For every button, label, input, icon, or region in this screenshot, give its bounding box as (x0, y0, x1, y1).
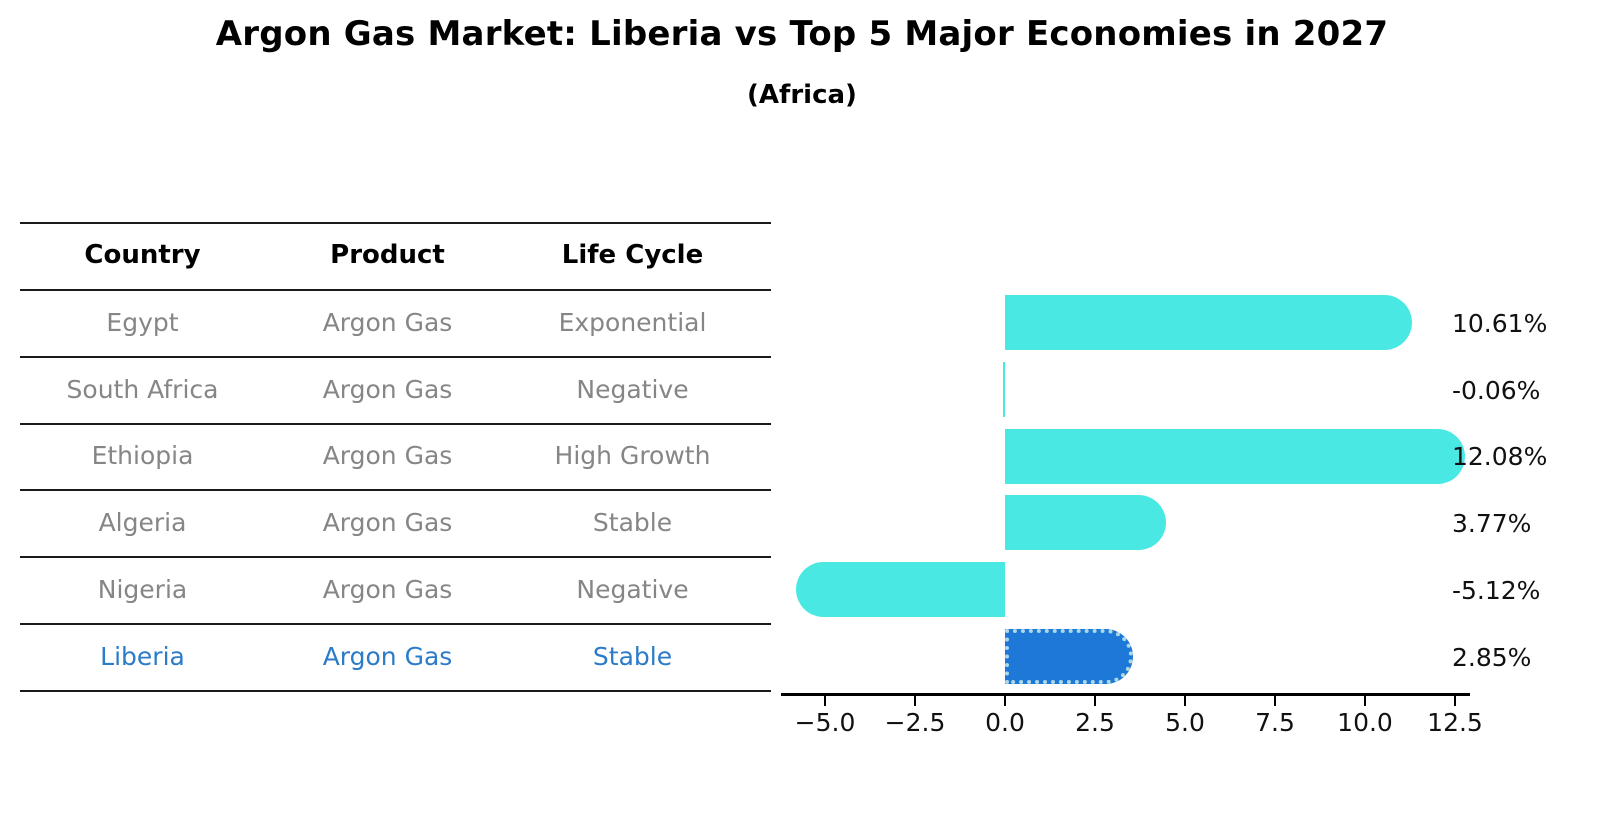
table-rule (20, 556, 771, 558)
x-axis-tick (1274, 695, 1276, 706)
x-axis-tick-label: 5.0 (1165, 708, 1205, 737)
bar-value-label: -5.12% (1452, 575, 1541, 605)
x-axis-tick-label: −5.0 (794, 708, 856, 737)
x-axis-tick (1364, 695, 1366, 706)
table-rule (20, 289, 771, 291)
table-cell-lifecycle: Negative (576, 574, 689, 604)
table-rule (20, 356, 771, 358)
x-axis-tick (1184, 695, 1186, 706)
x-axis-tick (1094, 695, 1096, 706)
bar-value-label: 10.61% (1452, 308, 1548, 338)
x-axis-tick-label: 10.0 (1337, 708, 1393, 737)
x-axis-tick (824, 695, 826, 706)
table-header-product: Product (330, 240, 445, 270)
x-axis-tick (914, 695, 916, 706)
table-cell-country: Liberia (100, 641, 185, 671)
bar-value-label: 12.08% (1452, 442, 1548, 471)
table-cell-country: South Africa (66, 374, 219, 404)
table-rule (20, 690, 771, 692)
x-axis-tick (1004, 695, 1006, 706)
table-rule (20, 222, 771, 224)
table-cell-country: Algeria (98, 507, 187, 537)
table-header-lifecycle: Life Cycle (561, 240, 704, 270)
table-cell-lifecycle: Negative (576, 374, 689, 404)
x-axis-tick (1454, 695, 1456, 706)
table-cell-product: Argon Gas (322, 574, 453, 604)
x-axis-tick-label: 2.5 (1075, 708, 1115, 737)
x-axis-tick-label: 7.5 (1255, 708, 1295, 737)
table-cell-product: Argon Gas (322, 641, 453, 671)
table-rule (20, 623, 771, 625)
table-cell-lifecycle: Exponential (558, 307, 707, 337)
table-cell-country: Egypt (106, 307, 179, 337)
x-axis-tick-label: 0.0 (985, 708, 1025, 737)
table-cell-lifecycle: Stable (592, 641, 673, 671)
table-cell-product: Argon Gas (322, 441, 453, 470)
table-cell-product: Argon Gas (322, 374, 453, 404)
table-cell-country: Ethiopia (91, 441, 194, 470)
table-rule (20, 489, 771, 491)
bar-south-africa (1002, 362, 1005, 417)
bar-liberia (1005, 629, 1133, 684)
bar-value-label: -0.06% (1452, 375, 1541, 405)
bar-algeria (1005, 495, 1166, 550)
table-cell-product: Argon Gas (322, 307, 453, 337)
bar-value-label: 2.85% (1452, 642, 1532, 672)
table-cell-lifecycle: High Growth (554, 441, 711, 470)
chart-title: Argon Gas Market: Liberia vs Top 5 Major… (215, 14, 1389, 54)
table-cell-lifecycle: Stable (592, 507, 673, 537)
table-cell-product: Argon Gas (322, 507, 453, 537)
bar-nigeria (795, 562, 1005, 617)
x-axis-tick-label: 12.5 (1427, 708, 1483, 737)
x-axis-tick-label: −2.5 (884, 708, 946, 737)
table-cell-country: Nigeria (97, 574, 188, 604)
chart-subtitle: (Africa) (747, 80, 857, 110)
table-rule (20, 423, 771, 425)
bar-value-label: 3.77% (1452, 508, 1532, 538)
x-axis-line (781, 693, 1470, 696)
bar-ethiopia (1005, 428, 1465, 484)
table-header-country: Country (84, 240, 201, 270)
bar-egypt (1005, 295, 1412, 350)
